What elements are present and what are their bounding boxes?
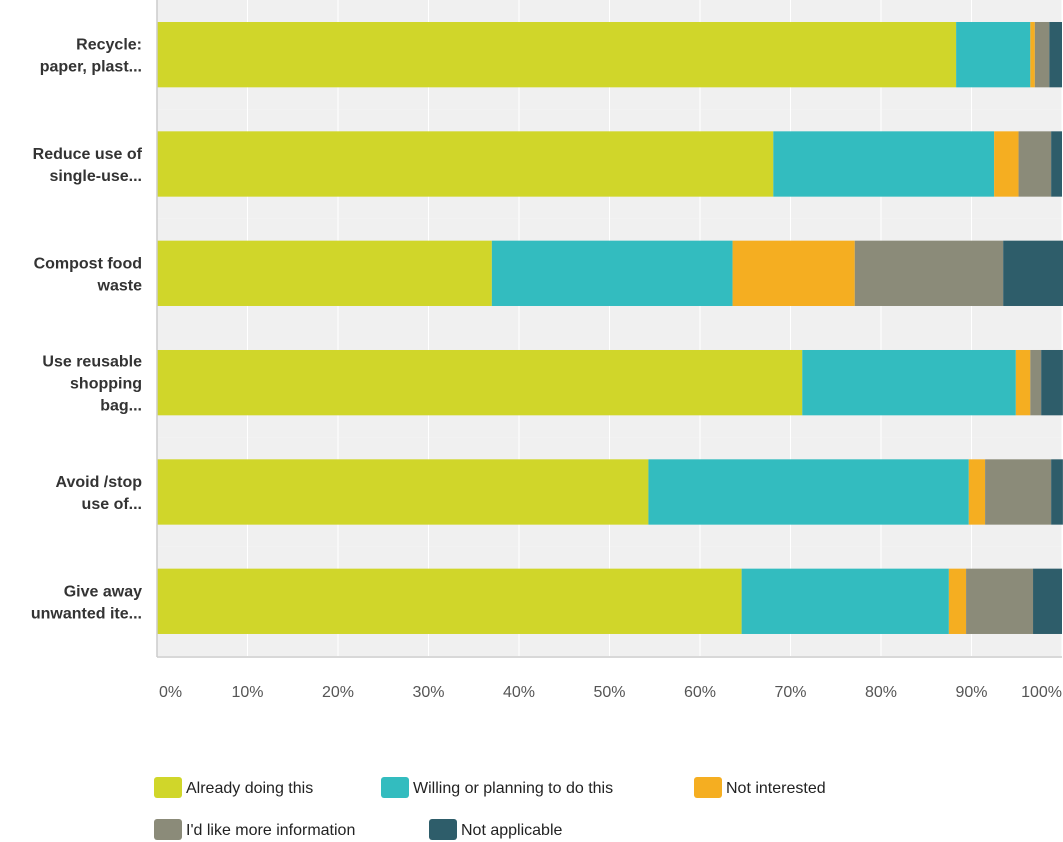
- bar-segment: [773, 131, 995, 197]
- legend-swatch: [381, 777, 409, 798]
- bar-segment: [966, 568, 1034, 634]
- legend-label: Not interested: [726, 780, 826, 797]
- bar-segment: [854, 240, 1004, 306]
- bar-segment: [157, 131, 774, 197]
- bar-segment: [157, 568, 742, 634]
- legend-label: I'd like more information: [186, 822, 355, 839]
- category-label-line: Give away: [64, 583, 142, 600]
- bar-segment: [994, 131, 1019, 197]
- category-label: Use reusable shopping bag...: [42, 354, 142, 415]
- bar-segment: [741, 568, 949, 634]
- category-label-line: Recycle:: [76, 37, 142, 54]
- legend-label: Not applicable: [461, 822, 563, 839]
- category-label-line: unwanted ite...: [31, 605, 142, 622]
- bar-segment: [985, 459, 1052, 525]
- category-label-line: Use reusable: [42, 354, 142, 371]
- x-tick-label: 100%: [1021, 684, 1062, 701]
- bar-segment: [1030, 349, 1042, 416]
- category-label-line: bag...: [100, 398, 142, 415]
- category-label-line: Reduce use of: [33, 146, 143, 163]
- bar-segment: [1041, 349, 1063, 416]
- legend-swatch: [429, 819, 457, 840]
- legend-swatch: [154, 777, 182, 798]
- legend-swatch: [154, 819, 182, 840]
- bar-segment: [1003, 240, 1063, 306]
- legend-label: Already doing this: [186, 780, 313, 797]
- x-tick-label: 0%: [159, 684, 182, 701]
- legend-item: Not interested: [694, 777, 826, 798]
- bar-segment: [948, 568, 967, 634]
- bar-segment: [1018, 131, 1052, 197]
- x-tick-label: 50%: [593, 684, 625, 701]
- bar-segment: [1034, 22, 1050, 88]
- category-label-line: paper, plast...: [40, 59, 142, 76]
- x-tick-label: 90%: [955, 684, 987, 701]
- bar-segment: [491, 240, 733, 306]
- category-label-line: single-use...: [50, 168, 142, 185]
- bar-segment: [956, 22, 1031, 88]
- bar-segment: [1033, 568, 1062, 634]
- bar-segment: [1015, 349, 1031, 416]
- category-label: Reduce use of single-use...: [33, 146, 143, 185]
- bar-segment: [1051, 459, 1063, 525]
- bar-segment: [157, 22, 957, 88]
- category-label-line: shopping: [70, 376, 142, 393]
- category-label-line: use of...: [82, 496, 142, 513]
- bar-segment: [802, 349, 1016, 416]
- bar-segment: [1051, 131, 1062, 197]
- category-label-line: Avoid /stop: [55, 474, 142, 491]
- x-tick-labels: 0% 10% 20% 30% 40% 50% 60% 70% 80% 90% 100%: [159, 684, 1062, 701]
- x-tick-label: 80%: [865, 684, 897, 701]
- legend-swatch: [694, 777, 722, 798]
- bar-segment: [157, 240, 492, 306]
- bar-segment: [648, 459, 969, 525]
- bar-segment: [968, 459, 986, 525]
- category-labels: Recycle: paper, plast... Reduce use of sing…: [31, 37, 143, 623]
- category-label-line: waste: [97, 277, 143, 294]
- legend: Already doing this Willing or planning to…: [154, 777, 826, 840]
- legend-item: I'd like more information: [154, 819, 355, 840]
- bar-segment: [157, 459, 649, 525]
- x-tick-label: 30%: [412, 684, 444, 701]
- x-tick-label: 20%: [322, 684, 354, 701]
- category-label: Compost food waste: [34, 255, 143, 294]
- category-label: Give away unwanted ite...: [31, 583, 142, 622]
- axes: [156, 0, 1062, 658]
- x-tick-label: 60%: [684, 684, 716, 701]
- legend-item: Already doing this: [154, 777, 313, 798]
- legend-label: Willing or planning to do this: [413, 780, 613, 797]
- x-tick-label: 40%: [503, 684, 535, 701]
- category-label-line: Compost food: [34, 255, 142, 272]
- bar-segment: [157, 349, 803, 416]
- legend-item: Not applicable: [429, 819, 563, 840]
- bar-segment: [1030, 22, 1035, 88]
- legend-item: Willing or planning to do this: [381, 777, 613, 798]
- bars: [157, 22, 1063, 634]
- bar-segment: [1049, 22, 1062, 88]
- category-label: Recycle: paper, plast...: [40, 37, 142, 76]
- category-label: Avoid /stop use of...: [55, 474, 142, 513]
- x-tick-label: 10%: [231, 684, 263, 701]
- x-tick-label: 70%: [774, 684, 806, 701]
- bar-segment: [732, 240, 855, 306]
